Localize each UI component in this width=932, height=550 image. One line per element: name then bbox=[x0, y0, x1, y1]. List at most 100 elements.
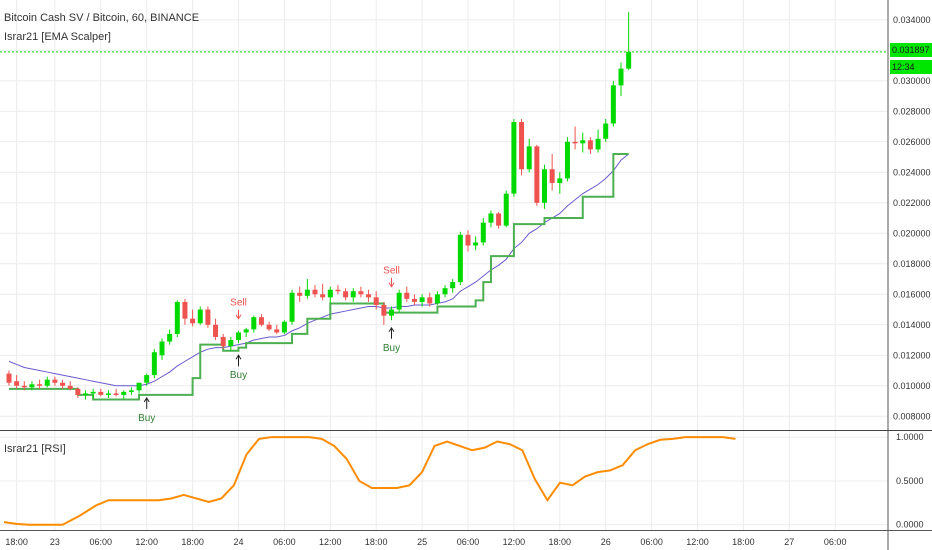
indicator-label[interactable]: Israr21 [EMA Scalper] bbox=[4, 31, 111, 43]
candle[interactable] bbox=[297, 286, 303, 302]
candle[interactable] bbox=[113, 388, 119, 397]
candle[interactable] bbox=[281, 320, 287, 334]
candle[interactable] bbox=[389, 306, 394, 321]
candle-body bbox=[572, 141, 578, 144]
candle[interactable] bbox=[83, 390, 88, 400]
candle[interactable] bbox=[251, 315, 257, 333]
candle[interactable] bbox=[580, 132, 586, 153]
candle[interactable] bbox=[564, 137, 570, 182]
candle[interactable] bbox=[304, 279, 310, 299]
candle[interactable] bbox=[450, 279, 456, 293]
candle[interactable] bbox=[381, 301, 387, 325]
candle[interactable] bbox=[595, 129, 601, 153]
candle[interactable] bbox=[511, 118, 517, 197]
candle[interactable] bbox=[542, 164, 547, 209]
candle-body bbox=[44, 379, 50, 386]
candle-body bbox=[465, 234, 471, 246]
candle[interactable] bbox=[197, 306, 203, 325]
candle[interactable] bbox=[312, 285, 318, 298]
candle[interactable] bbox=[587, 137, 593, 155]
candle[interactable] bbox=[618, 62, 624, 97]
candle-body bbox=[174, 301, 180, 334]
candle[interactable] bbox=[396, 289, 402, 313]
candle[interactable] bbox=[404, 286, 410, 302]
candle[interactable] bbox=[121, 390, 127, 400]
candle-body bbox=[98, 391, 104, 395]
candle[interactable] bbox=[44, 376, 50, 388]
candle[interactable] bbox=[557, 172, 563, 194]
candle[interactable] bbox=[136, 382, 142, 394]
price-pane[interactable]: Buy Sell Buy Sell Buy bbox=[0, 12, 888, 424]
candle[interactable] bbox=[488, 210, 494, 228]
candle[interactable] bbox=[503, 190, 509, 228]
candle[interactable] bbox=[480, 218, 486, 246]
candle[interactable] bbox=[442, 285, 448, 298]
candle[interactable] bbox=[144, 373, 150, 386]
candle[interactable] bbox=[213, 318, 219, 341]
candle[interactable] bbox=[29, 381, 35, 391]
time-tick-label: 18:00 bbox=[732, 537, 755, 547]
candle[interactable] bbox=[98, 388, 104, 397]
candle[interactable] bbox=[90, 388, 96, 398]
chart-grid bbox=[0, 0, 888, 530]
candle[interactable] bbox=[419, 294, 425, 307]
candle[interactable] bbox=[151, 349, 157, 379]
candle[interactable] bbox=[327, 286, 333, 304]
candle[interactable] bbox=[37, 379, 43, 389]
candle[interactable] bbox=[411, 294, 417, 305]
candle[interactable] bbox=[52, 376, 58, 386]
candle[interactable] bbox=[465, 230, 471, 252]
candle-body bbox=[75, 388, 81, 395]
candle[interactable] bbox=[457, 231, 463, 286]
candle[interactable] bbox=[67, 381, 73, 391]
candle[interactable] bbox=[190, 309, 196, 327]
rsi-indicator-label[interactable]: Israr21 [RSI] bbox=[4, 443, 66, 455]
candle[interactable] bbox=[243, 327, 249, 337]
candle[interactable] bbox=[343, 288, 349, 301]
candle-body bbox=[626, 51, 632, 69]
candle[interactable] bbox=[549, 154, 555, 191]
candle[interactable] bbox=[266, 321, 272, 331]
price-tick-label: 0.026000 bbox=[893, 137, 931, 147]
candle[interactable] bbox=[14, 375, 20, 389]
candle[interactable] bbox=[610, 80, 616, 127]
candle[interactable] bbox=[626, 12, 632, 71]
candle[interactable] bbox=[496, 211, 502, 229]
candle[interactable] bbox=[21, 381, 27, 391]
candle[interactable] bbox=[174, 300, 180, 337]
candle[interactable] bbox=[258, 314, 264, 327]
candle[interactable] bbox=[534, 144, 540, 206]
candle[interactable] bbox=[274, 324, 280, 334]
candle[interactable] bbox=[526, 138, 532, 173]
candle[interactable] bbox=[182, 298, 188, 325]
candle[interactable] bbox=[167, 329, 173, 345]
candle-body bbox=[427, 297, 433, 304]
candle[interactable] bbox=[427, 292, 433, 307]
candle[interactable] bbox=[366, 289, 372, 302]
candle[interactable] bbox=[603, 118, 609, 142]
candle[interactable] bbox=[350, 288, 356, 302]
candle[interactable] bbox=[373, 291, 379, 310]
candle[interactable] bbox=[473, 236, 479, 251]
candle[interactable] bbox=[6, 370, 12, 386]
candle[interactable] bbox=[572, 126, 578, 150]
candle[interactable] bbox=[434, 291, 440, 305]
candle[interactable] bbox=[220, 333, 226, 350]
candle[interactable] bbox=[335, 285, 341, 295]
candle-body bbox=[251, 317, 257, 330]
candle[interactable] bbox=[60, 379, 66, 389]
candle[interactable] bbox=[289, 289, 295, 325]
candle[interactable] bbox=[519, 118, 525, 176]
candle[interactable] bbox=[105, 390, 111, 398]
rsi-tick-label: 0.0000 bbox=[896, 520, 924, 530]
candle[interactable] bbox=[320, 283, 326, 301]
candle[interactable] bbox=[75, 387, 81, 398]
candle[interactable] bbox=[358, 286, 364, 298]
rsi-pane[interactable] bbox=[3, 436, 736, 526]
candle[interactable] bbox=[128, 387, 134, 395]
candle[interactable] bbox=[228, 336, 234, 351]
candle[interactable] bbox=[159, 338, 165, 360]
candle[interactable] bbox=[236, 330, 241, 344]
candle[interactable] bbox=[205, 306, 211, 328]
